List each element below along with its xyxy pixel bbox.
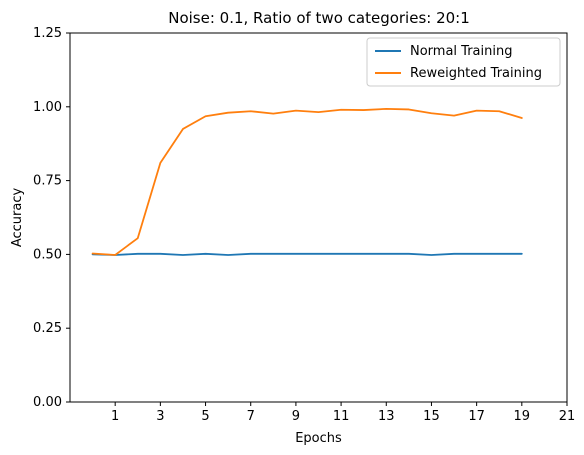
x-tick-label: 13 (378, 409, 395, 424)
x-tick-label: 19 (514, 409, 531, 424)
legend: Normal Training Reweighted Training (366, 37, 561, 87)
y-tick-label: 0.75 (33, 174, 62, 189)
series-line-1 (91, 107, 523, 256)
x-tick-label: 5 (201, 409, 209, 424)
x-tick-label: 11 (333, 409, 350, 424)
y-axis-label: Accuracy (10, 188, 25, 248)
x-tick-label: 15 (423, 409, 440, 424)
y-axis: 0.00 0.25 0.50 0.75 1.00 1.25 (33, 26, 70, 410)
y-tick-label: 1.25 (33, 26, 62, 41)
plot-area (69, 32, 568, 403)
plot-frame (69, 32, 568, 403)
legend-box (366, 37, 561, 87)
y-tick-label: 0.00 (33, 395, 62, 410)
legend-label: Normal Training (410, 44, 512, 59)
x-tick-label: 17 (468, 409, 485, 424)
legend-label: Reweighted Training (410, 66, 542, 81)
series-group (91, 107, 523, 256)
x-axis: 1 3 5 7 9 11 13 15 17 19 21 (111, 402, 575, 424)
y-tick-label: 1.00 (33, 100, 62, 115)
y-tick-label: 0.25 (33, 321, 62, 336)
x-tick-label: 1 (111, 409, 119, 424)
chart-title: Noise: 0.1, Ratio of two categories: 20:… (168, 9, 470, 27)
x-tick-label: 7 (247, 409, 255, 424)
y-tick-label: 0.50 (33, 247, 62, 262)
x-axis-label: Epochs (295, 431, 342, 446)
x-tick-label: 21 (559, 409, 576, 424)
x-tick-label: 3 (156, 409, 164, 424)
x-tick-label: 9 (292, 409, 300, 424)
series-line-0 (91, 252, 523, 256)
